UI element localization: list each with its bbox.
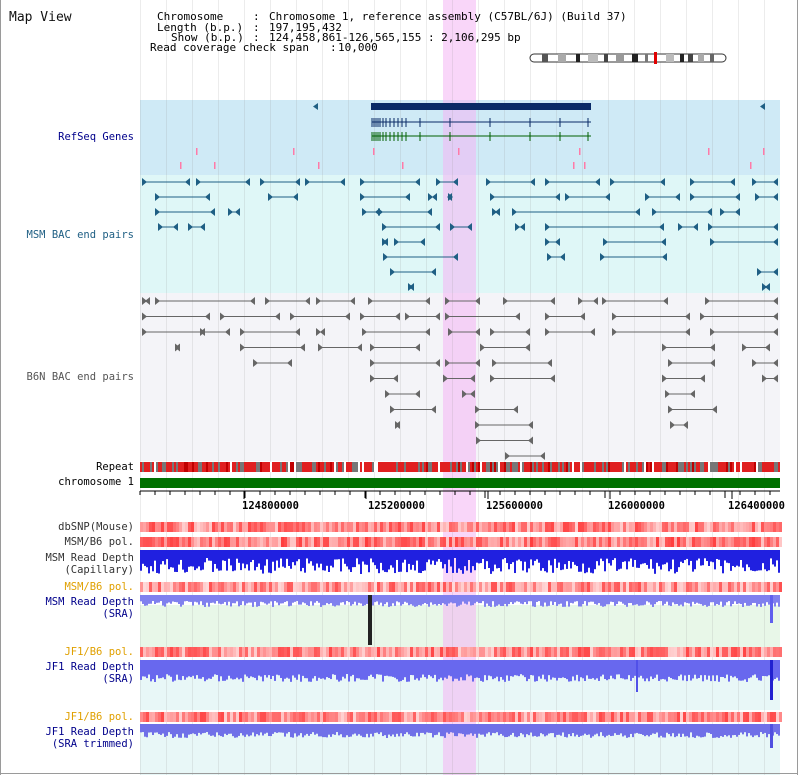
info-show-key: Show (b.p.) (171, 31, 244, 44)
chromosome-bar[interactable] (140, 478, 780, 488)
axis-tick-label: 126000000 (608, 500, 665, 512)
jf1-b6-pol-strip-1[interactable] (140, 647, 782, 657)
chromosome-ideogram[interactable] (528, 52, 730, 64)
info-chromosome-key: Chromosome (157, 10, 224, 23)
axis-tick-label: 124800000 (242, 500, 299, 512)
frame-right (797, 0, 798, 775)
msm-depth-sra-plot[interactable] (140, 595, 780, 645)
msm-b6-pol-strip-1[interactable] (140, 537, 782, 547)
jf1-read-depth-trimmed-label: JF1 Read Depth (SRA trimmed) (45, 726, 134, 750)
frame-bottom (0, 773, 798, 774)
info-show-value: 124,458,861-126,565,155 : 2,106,295 bp (269, 31, 521, 44)
info-show-sep: : (253, 31, 260, 44)
msm-depth-capillary-plot[interactable] (140, 550, 780, 578)
info-chromosome-sep: : (253, 10, 260, 23)
b6n-bac-label: B6N BAC end pairs (26, 371, 134, 383)
chromosome-track-label: chromosome 1 (58, 476, 134, 488)
info-length-value: 197,195,432 (269, 21, 342, 34)
jf1-depth-trimmed-plot[interactable] (140, 724, 780, 750)
refseq-exons (371, 118, 589, 141)
msm-b6-pol-strip-2[interactable] (140, 582, 782, 592)
position-axis (139, 490, 780, 499)
repeat-label: Repeat (96, 461, 134, 473)
info-length-key: Length (b.p.) (157, 21, 244, 34)
msm-bac-pairs (142, 178, 778, 291)
b6n-bac-pairs (142, 297, 778, 460)
axis-tick-label: 126400000 (728, 500, 785, 512)
jf1-b6-pol-label-2: JF1/B6 pol. (64, 711, 134, 723)
jf1-read-depth-sra-label: JF1 Read Depth (SRA) (45, 661, 134, 685)
refseq-genes-label: RefSeq Genes (58, 131, 134, 143)
msm-read-depth-capillary-label: MSM Read Depth (Capillary) (45, 552, 134, 576)
msm-read-depth-sra-label: MSM Read Depth (SRA) (45, 596, 134, 620)
info-coverage-value: 10,000 (338, 41, 378, 54)
highlight-region[interactable] (443, 0, 476, 775)
jf1-depth-sra-plot[interactable] (140, 660, 780, 700)
msm-bac-label: MSM BAC end pairs (26, 229, 134, 241)
info-chromosome-value: Chromosome 1, reference assembly (C57BL/… (269, 10, 627, 23)
info-coverage-sep: : (330, 41, 337, 54)
info-coverage-key: Read coverage check span (150, 41, 309, 54)
repeat-track[interactable] (140, 462, 780, 472)
refseq-snp-marks (180, 148, 765, 169)
info-length-sep: : (253, 21, 260, 34)
dbsnp-label: dbSNP(Mouse) (58, 521, 134, 533)
map-view-title: Map View (9, 10, 72, 25)
axis-tick-label: 125600000 (486, 500, 543, 512)
jf1-b6-pol-label-1: JF1/B6 pol. (64, 646, 134, 658)
msm-b6-pol-label-2: MSM/B6 pol. (64, 581, 134, 593)
msm-b6-pol-label-1: MSM/B6 pol. (64, 536, 134, 548)
dbsnp-heat-strip[interactable] (140, 522, 782, 532)
frame-left (0, 0, 1, 775)
axis-tick-label: 125200000 (368, 500, 425, 512)
jf1-b6-pol-strip-2[interactable] (140, 712, 782, 722)
